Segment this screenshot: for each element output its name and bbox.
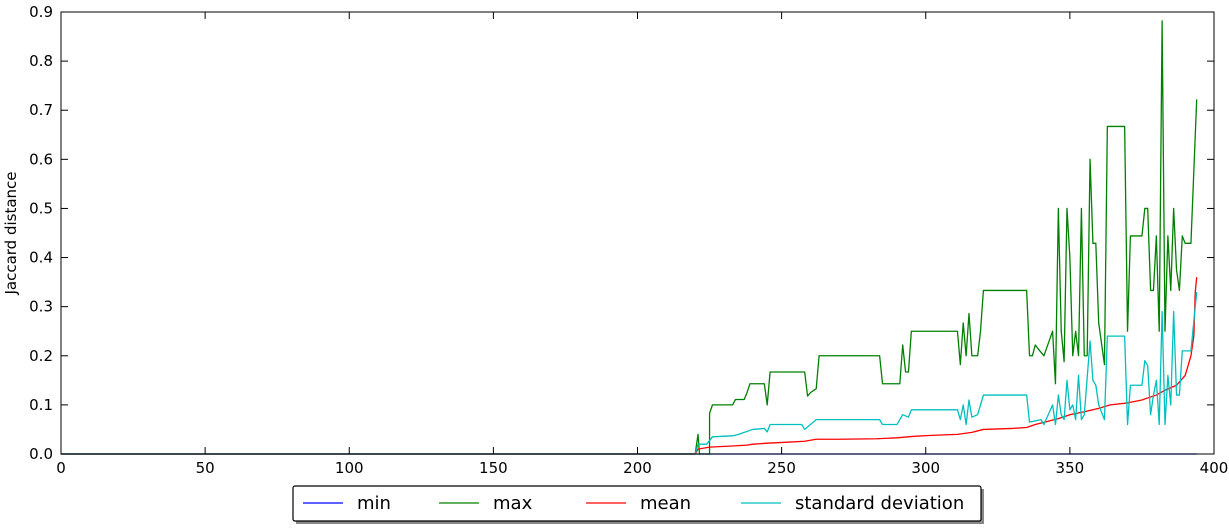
- plot-area: [61, 12, 1214, 454]
- series-line-max: [61, 20, 1198, 455]
- series-line-mean: [61, 277, 1198, 455]
- x-tick-label: 150: [479, 459, 508, 477]
- y-tick-label: 0.9: [29, 3, 53, 21]
- y-axis-label: Jaccard distance: [2, 171, 20, 295]
- x-tick-label: 250: [767, 459, 796, 477]
- legend-label: mean: [640, 493, 691, 514]
- legend: min max mean standard deviation: [292, 485, 984, 524]
- x-tick-label: 50: [196, 459, 215, 477]
- y-tick-label: 0.0: [29, 445, 53, 463]
- x-tick-label: 200: [623, 459, 652, 477]
- legend-label: standard deviation: [795, 493, 964, 514]
- x-tick-label: 0: [56, 459, 66, 477]
- y-tick-label: 0.7: [29, 101, 53, 119]
- y-tick-label: 0.2: [29, 347, 53, 365]
- legend-label: min: [357, 493, 391, 514]
- y-tick-label: 0.5: [29, 199, 53, 217]
- x-tick-label: 100: [335, 459, 364, 477]
- legend-label: max: [493, 493, 533, 514]
- x-tick-label: 350: [1056, 459, 1085, 477]
- legend-items: min max mean standard deviation: [303, 493, 964, 514]
- x-axis: 0 50 100 150 200 250 300 350 400: [56, 12, 1228, 477]
- y-tick-label: 0.4: [29, 249, 53, 267]
- y-axis: 0.0 0.1 0.2 0.3 0.4 0.5 0.6 0.7 0.8 0.9: [29, 3, 1214, 463]
- y-tick-label: 0.3: [29, 298, 53, 316]
- y-tick-label: 0.8: [29, 52, 53, 70]
- x-tick-label: 300: [911, 459, 940, 477]
- y-tick-label: 0.1: [29, 396, 53, 414]
- series-line-standard-deviation: [61, 291, 1198, 455]
- legend-box: [292, 485, 982, 522]
- y-tick-label: 0.6: [29, 150, 53, 168]
- x-tick-label: 400: [1200, 459, 1229, 477]
